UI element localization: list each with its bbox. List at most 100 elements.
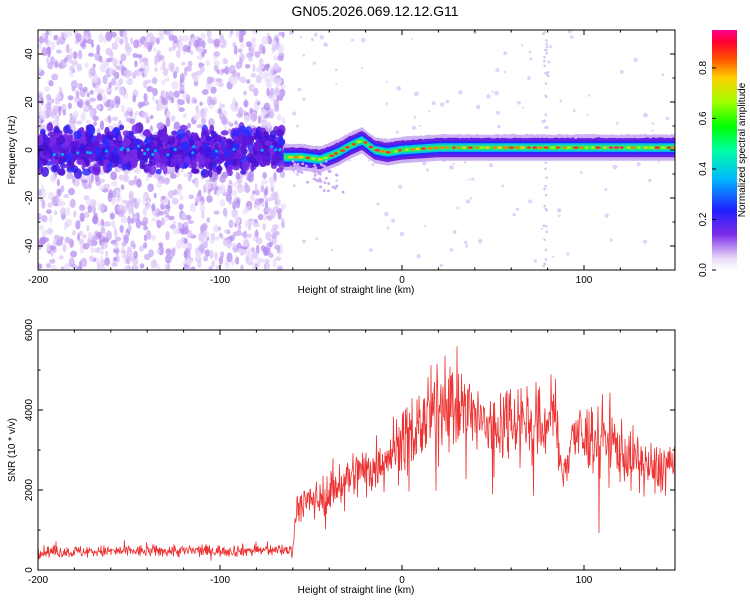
- spectrogram-sparse-dot: [302, 54, 305, 57]
- spectrogram-noise-blob: [156, 248, 161, 255]
- spectrogram-noise-blob: [165, 231, 170, 241]
- spectrogram-noise-blob: [126, 107, 134, 112]
- spectrogram-noise-blob: [243, 114, 251, 123]
- spectrogram-noise-blob: [256, 203, 261, 211]
- spectrogram-noise-blob: [53, 195, 59, 205]
- spectrogram-noise-blob: [170, 249, 174, 260]
- spectrogram-noise-blob: [125, 70, 133, 77]
- spectrogram-noise-blob: [185, 65, 192, 72]
- spectrogram-noise-blob: [102, 74, 108, 85]
- spectrogram-noise-blob: [119, 77, 123, 85]
- spectrogram-noise-blob: [58, 106, 62, 117]
- spectrogram-band-blob: [156, 122, 165, 130]
- spectrogram-noise-blob: [181, 213, 187, 221]
- carrier-hotspot: [580, 146, 584, 149]
- spectrogram-marks: [38, 30, 675, 270]
- spectrogram-noise-blob: [199, 205, 206, 212]
- spectrogram-sparse-dot: [477, 238, 483, 244]
- carrier-hotspot: [356, 140, 363, 143]
- spectrogram-band-blob: [162, 165, 168, 175]
- spectrogram-noise-blob: [84, 62, 89, 68]
- spectrogram-noise-blob: [187, 60, 193, 67]
- spectrogram-sparse-dot: [495, 67, 500, 73]
- spectrogram-noise-blob: [244, 219, 249, 228]
- spectrogram-wisp: [314, 166, 318, 169]
- colorbar: 0.0 0.2 0.4 0.6 0.8 Normalized spectral ampl…: [698, 30, 748, 277]
- spectrogram-noise-blob: [265, 80, 273, 89]
- spectrogram-noise-blob: [272, 258, 277, 268]
- carrier-hotspot: [508, 146, 515, 149]
- carrier-hotspot: [328, 154, 335, 157]
- spectrogram-noise-blob: [54, 96, 60, 105]
- carrier-hotspot: [555, 146, 560, 149]
- spectrogram-noise-blob: [273, 191, 279, 201]
- spectrogram-sparse-dot: [422, 160, 427, 166]
- spectrogram-noise-blob: [208, 266, 213, 270]
- spectrogram-speck: [166, 153, 170, 157]
- spectrogram-sparse-dot: [413, 116, 417, 119]
- spectrogram-noise-blob: [216, 69, 220, 75]
- spectrogram-noise-blob: [240, 109, 247, 114]
- spectrogram-noise-blob: [238, 107, 244, 117]
- spectrogram-band-blob: [225, 138, 233, 145]
- spectrogram-noise-blob: [100, 202, 106, 212]
- spectrogram-noise-blob: [277, 55, 284, 62]
- spectrogram-speck: [119, 148, 123, 152]
- spectrogram-wisp: [297, 165, 301, 169]
- carrier-hotspot: [368, 145, 374, 149]
- spectrogram-noise-blob: [242, 248, 247, 255]
- spectrogram-noise-blob: [46, 94, 52, 101]
- spectrogram-noise-blob: [56, 49, 62, 54]
- spectrogram-noise-blob: [127, 224, 132, 232]
- spectrogram-noise-blob: [156, 219, 161, 225]
- spectrogram-noise-blob: [275, 256, 282, 262]
- carrier-hotspot: [502, 146, 508, 149]
- spectrogram-noise-blob: [257, 213, 264, 221]
- spectrogram-noise-blob: [274, 76, 280, 82]
- spectrogram-noise-blob: [96, 93, 103, 101]
- spectrogram-noise-blob: [209, 249, 214, 259]
- spectrogram-streak-dot: [544, 184, 547, 188]
- spectrogram-y-ticks: -40 -20 0 20 40: [24, 29, 675, 271]
- spectrogram-noise-blob: [213, 236, 220, 241]
- colorbar-tick-label: 0.6: [698, 111, 709, 125]
- colorbar-tick-label: 0.8: [698, 61, 709, 75]
- spectrogram-noise-blob: [76, 63, 83, 72]
- spectrogram-noise-blob: [165, 248, 172, 255]
- spectrogram-noise-blob: [254, 263, 259, 270]
- spectrogram-band-blob: [179, 124, 188, 131]
- spectrogram-noise-blob: [164, 264, 169, 270]
- spectrogram-sparse-dot: [292, 111, 297, 116]
- spectrogram-noise-blob: [235, 61, 243, 70]
- spectrogram-noise-blob: [98, 33, 104, 43]
- carrier-hotspot: [514, 146, 521, 149]
- spectrogram-noise-blob: [266, 263, 271, 270]
- spectrogram-noise-blob: [264, 188, 268, 196]
- spectrogram-band-blob: [186, 122, 192, 129]
- spectrogram-noise-blob: [60, 266, 65, 270]
- spectrogram-noise-blob: [196, 250, 202, 260]
- spectrogram-noise-blob: [178, 107, 185, 112]
- spectrogram-sparse-dot: [398, 184, 403, 189]
- spectrogram-noise-blob: [251, 250, 259, 260]
- spectrogram-noise-blob: [273, 55, 278, 61]
- spectrogram-streak-dot: [546, 74, 550, 78]
- spectrogram-noise-blob: [250, 113, 258, 122]
- carrier-hotspot: [294, 156, 300, 159]
- spectrogram-noise-blob: [250, 193, 255, 202]
- spectrogram-noise-blob: [50, 174, 56, 183]
- spectrogram-noise-blob: [162, 67, 169, 77]
- spectrogram-band-blob: [240, 143, 246, 154]
- spectrogram-noise-blob: [221, 68, 226, 73]
- spectrogram-noise-blob: [261, 35, 269, 45]
- spectrogram-wisp: [305, 168, 308, 172]
- spectrogram-sparse-dot: [527, 76, 531, 80]
- spectrogram-noise-blob: [41, 229, 48, 237]
- spectrogram-noise-blob: [261, 120, 269, 127]
- spectrogram-noise-blob: [114, 36, 121, 43]
- spectrogram-noise-blob: [45, 102, 52, 111]
- spectrogram-wisp: [295, 164, 298, 168]
- spectrogram-noise-blob: [223, 229, 231, 234]
- spectrogram-sparse-dot: [559, 99, 563, 103]
- spectrogram-streak-dot: [543, 262, 547, 266]
